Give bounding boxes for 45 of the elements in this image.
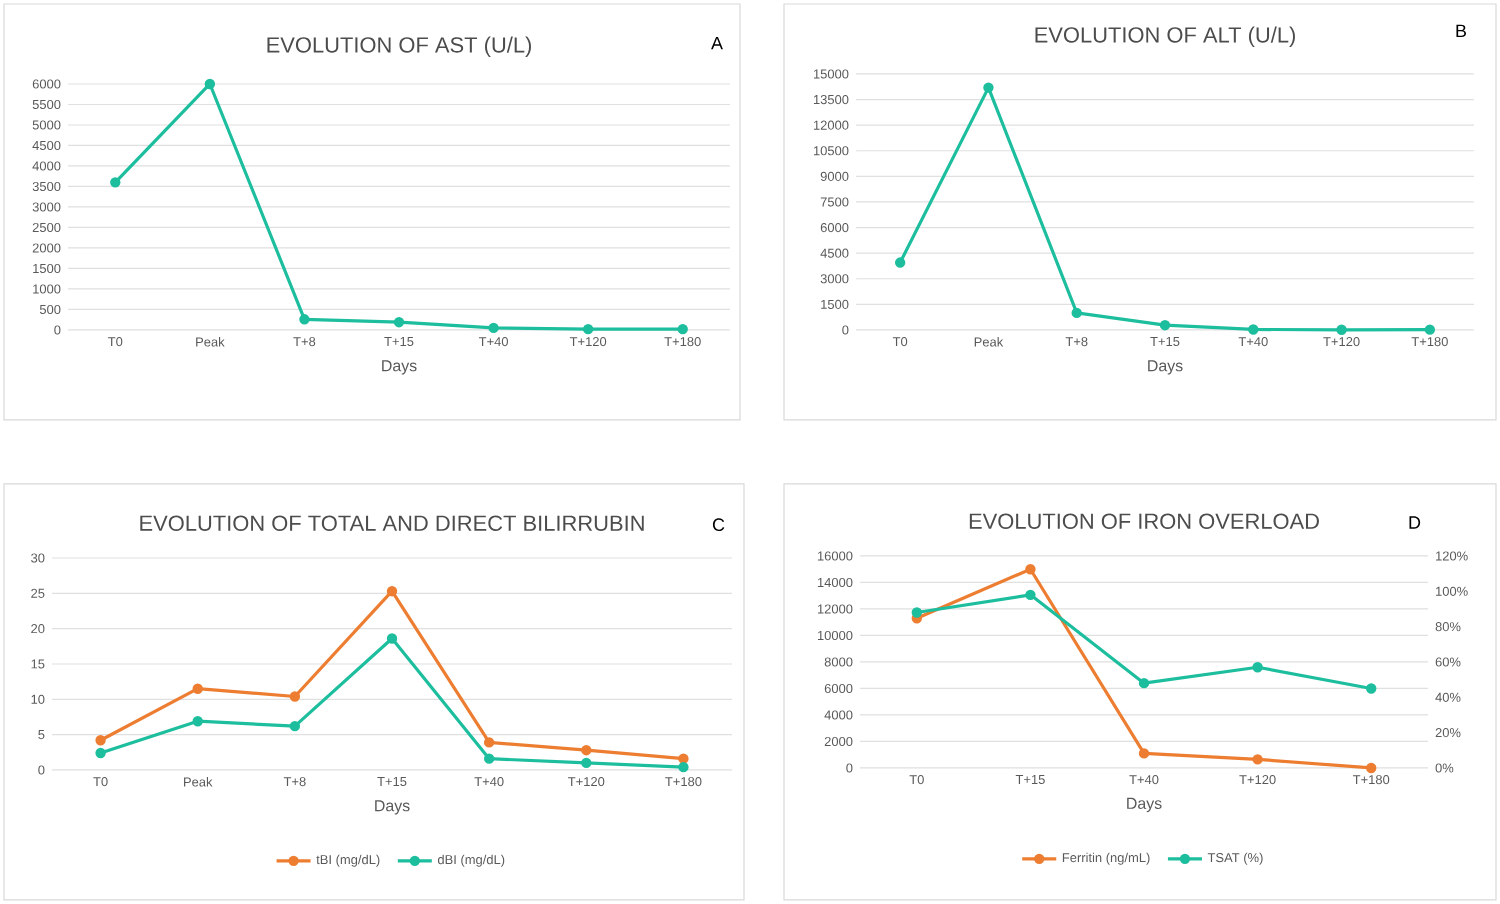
point bbox=[1248, 324, 1259, 335]
point bbox=[582, 323, 594, 335]
point bbox=[1025, 564, 1036, 575]
point bbox=[386, 633, 398, 644]
point bbox=[1252, 662, 1263, 673]
point bbox=[1252, 754, 1263, 765]
text: B bbox=[1456, 24, 1467, 38]
point bbox=[1071, 307, 1082, 319]
point bbox=[983, 82, 994, 93]
point bbox=[95, 735, 106, 746]
point bbox=[393, 316, 405, 328]
point bbox=[289, 720, 301, 732]
point bbox=[1424, 324, 1436, 335]
point bbox=[678, 761, 689, 773]
point bbox=[1159, 319, 1171, 331]
chart-title: EVOLUTION OF ALT (U/L) bbox=[1035, 26, 1295, 47]
point bbox=[483, 753, 495, 764]
chart-title: EVOLUTION OF IRON OVERLOAD bbox=[969, 513, 1319, 529]
point bbox=[581, 744, 592, 756]
point bbox=[894, 257, 906, 268]
point bbox=[1138, 677, 1150, 689]
point bbox=[483, 737, 495, 748]
point bbox=[581, 757, 592, 769]
point bbox=[911, 607, 923, 618]
point bbox=[1138, 748, 1150, 759]
text: A bbox=[711, 36, 723, 50]
text: D bbox=[1409, 516, 1421, 529]
chart-title: EVOLUTION OF AST (U/L) bbox=[267, 36, 531, 57]
point bbox=[1336, 324, 1347, 335]
point bbox=[1366, 683, 1377, 694]
point bbox=[386, 585, 398, 597]
point bbox=[299, 314, 310, 325]
point bbox=[678, 753, 689, 764]
point bbox=[192, 683, 203, 694]
point bbox=[488, 322, 499, 334]
point bbox=[204, 78, 216, 90]
chart-title: EVOLUTION OF TOTAL AND DIRECT BILIRRUBIN bbox=[140, 515, 644, 531]
point bbox=[1366, 762, 1377, 774]
point bbox=[677, 323, 688, 335]
text: C bbox=[712, 518, 725, 532]
point bbox=[110, 177, 121, 188]
point bbox=[95, 747, 106, 759]
point bbox=[1025, 589, 1036, 601]
point bbox=[289, 691, 301, 702]
point bbox=[192, 716, 203, 727]
